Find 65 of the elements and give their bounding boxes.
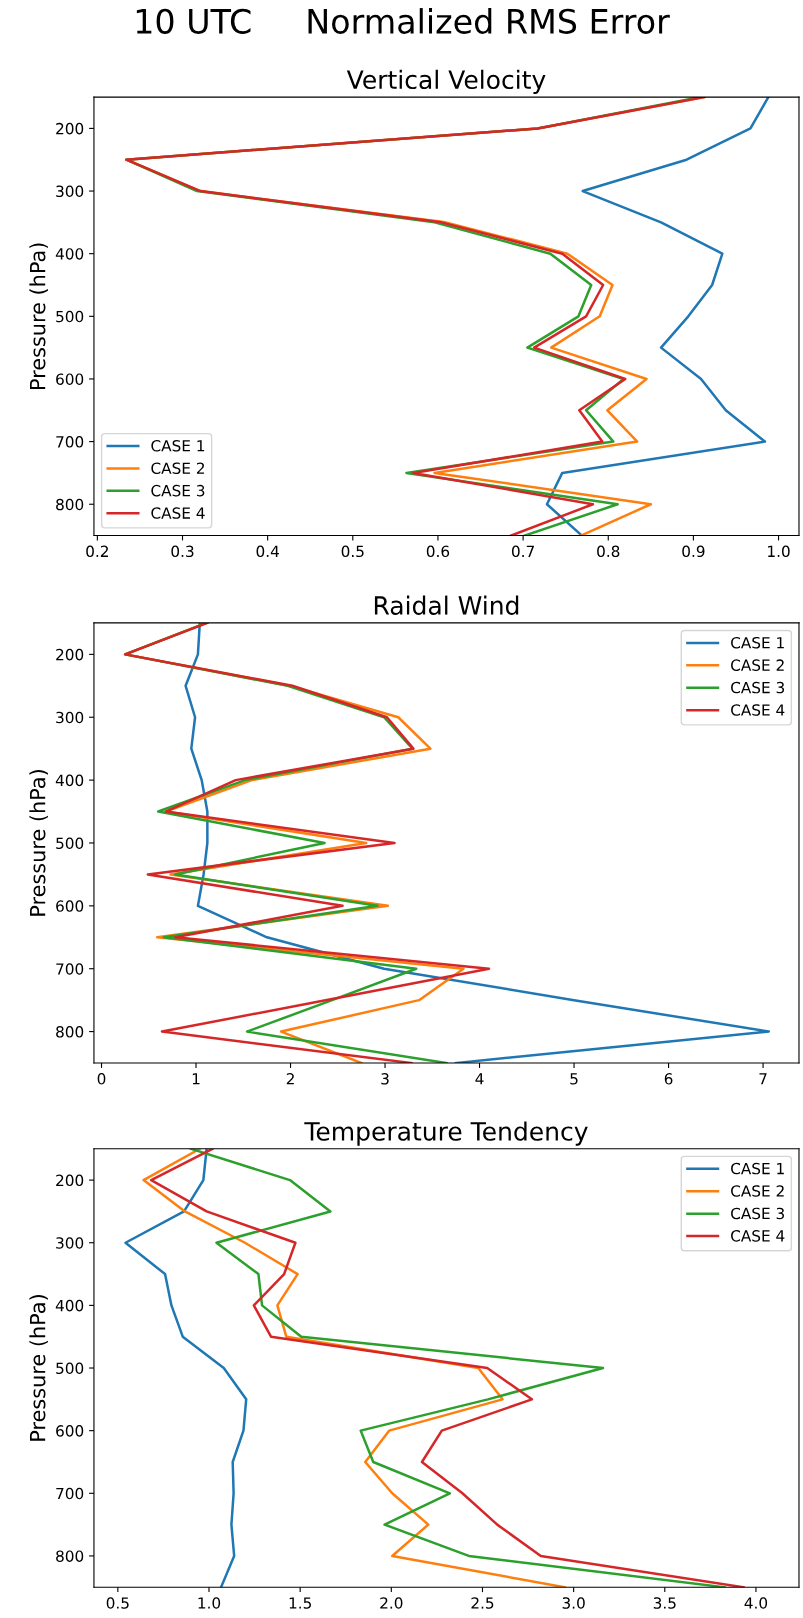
x-tick-label: 1	[192, 1073, 200, 1085]
x-tick-label: 0.9	[682, 545, 705, 558]
x-tick-label: 2.0	[380, 1597, 403, 1609]
y-tick-label: 600	[56, 373, 84, 385]
legend-label: CASE 2	[731, 1185, 784, 1197]
legend-label: CASE 1	[731, 636, 784, 649]
chart-title: Raidal Wind	[374, 595, 519, 615]
legend-label: CASE 2	[731, 659, 784, 671]
x-tick-label: 5	[570, 1073, 578, 1085]
chart-title: Vertical Velocity	[346, 69, 546, 94]
legend-label: CASE 3	[151, 484, 205, 497]
y-tick-label: 800	[56, 1550, 84, 1562]
x-tick-label: 4.0	[744, 1597, 768, 1609]
x-tick-label: 1.5	[289, 1597, 311, 1609]
x-tick-label: 0.3	[171, 545, 194, 558]
x-tick-label: 1.0	[768, 545, 790, 558]
y-tick-label: 300	[56, 185, 84, 198]
y-tick-label: 200	[56, 1174, 84, 1187]
y-tick-label: 600	[56, 900, 84, 912]
x-tick-label: 0.5	[106, 1597, 129, 1609]
y-tick-label: 500	[56, 1362, 84, 1375]
legend-label: CASE 4	[731, 704, 785, 716]
legend-label: CASE 2	[151, 462, 204, 474]
x-tick-label: 6	[664, 1073, 673, 1085]
x-tick-label: 3.5	[653, 1597, 676, 1609]
x-tick-label: 2.5	[471, 1597, 494, 1609]
legend-label: CASE 4	[731, 1230, 785, 1242]
x-tick-label: 0.6	[426, 545, 450, 558]
y-tick-label: 300	[56, 711, 84, 724]
x-tick-label: 2	[286, 1073, 294, 1085]
y-tick-label: 300	[56, 1237, 84, 1249]
y-tick-label: 400	[55, 248, 84, 260]
legend-label: CASE 3	[731, 1207, 785, 1220]
y-tick-label: 700	[56, 963, 84, 975]
x-tick-label: 3.0	[562, 1597, 585, 1609]
x-tick-label: 0	[97, 1073, 106, 1085]
y-tick-label: 200	[56, 648, 84, 661]
y-tick-label: 500	[56, 310, 84, 323]
y-tick-label: 200	[56, 122, 84, 135]
y-axis-title: Pressure (hPa)	[29, 1295, 48, 1441]
y-tick-label: 700	[56, 436, 84, 448]
y-axis-title: Pressure (hPa)	[29, 243, 48, 389]
x-tick-label: 3	[381, 1073, 389, 1085]
x-tick-label: 0.8	[597, 545, 620, 558]
legend-label: CASE 1	[151, 440, 205, 452]
chart-title: Temperature Tendency	[304, 1121, 588, 1146]
y-tick-label: 500	[56, 837, 84, 849]
text: 10 UTC Normalized RMS Error	[136, 8, 670, 34]
y-tick-label: 700	[56, 1487, 84, 1500]
y-tick-label: 400	[55, 1299, 84, 1312]
y-axis-title: Pressure (hPa)	[29, 770, 48, 916]
x-tick-label: 4	[475, 1073, 484, 1085]
y-tick-label: 400	[55, 774, 84, 787]
x-tick-label: 7	[759, 1073, 767, 1085]
x-tick-label: 0.2	[86, 545, 108, 558]
y-tick-label: 600	[56, 1425, 84, 1437]
x-tick-label: 0.5	[341, 545, 364, 558]
legend-label: CASE 1	[731, 1162, 784, 1175]
y-tick-label: 800	[56, 1026, 84, 1038]
y-tick-label: 800	[56, 498, 84, 511]
x-tick-label: 0.7	[511, 545, 534, 558]
x-tick-label: 0.4	[256, 545, 279, 558]
legend-label: CASE 3	[731, 681, 785, 694]
x-tick-label: 1.0	[198, 1597, 221, 1609]
legend-label: CASE 4	[151, 507, 205, 519]
